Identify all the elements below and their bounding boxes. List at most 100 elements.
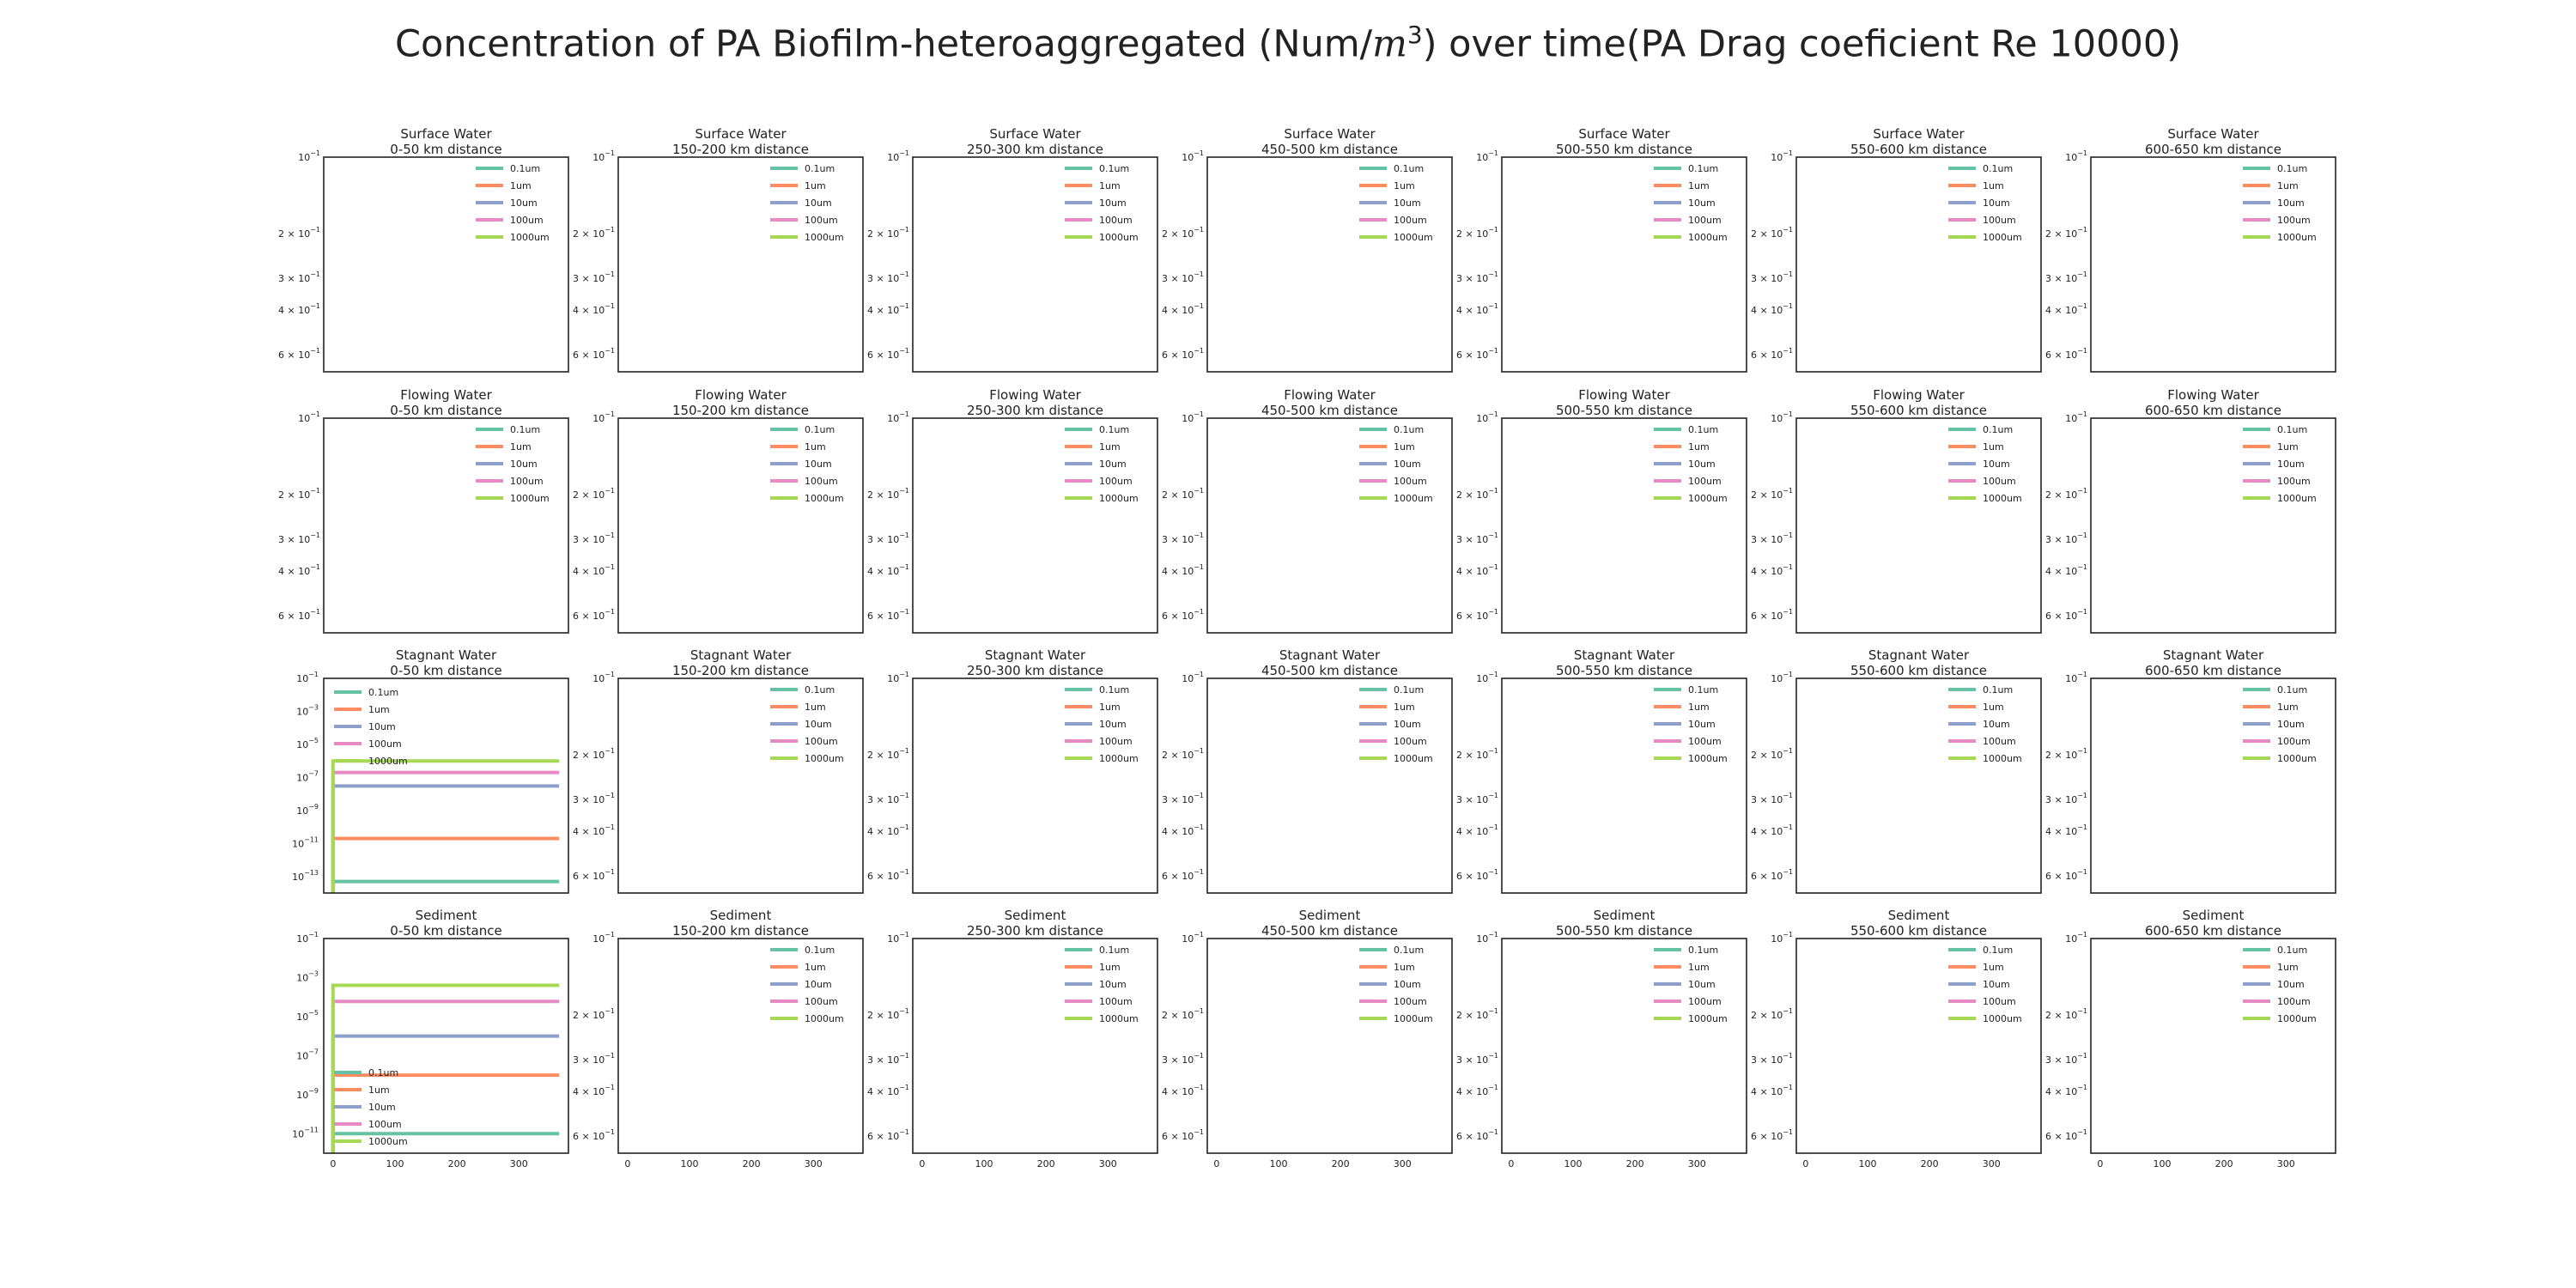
legend: 0.1um 1um 10um 100um 1000um [1948,424,2022,504]
y-tick-label: 6 × 10−1 [1751,608,1793,622]
series-line-1um [331,836,560,893]
subplot-title-distance: 250-300 km distance [967,142,1103,157]
legend-label-1000um: 1000um [1099,493,1139,504]
legend-label-1um: 1um [1099,180,1121,191]
axes-frame [1795,677,2042,894]
y-tick-label: 6 × 10−1 [573,347,615,361]
legend-label-0.1um: 0.1um [368,1067,398,1078]
legend-label-1000um: 1000um [1983,232,2022,243]
y-tick-label: 2 × 10−1 [2045,226,2087,240]
legend: 0.1um 1um 10um 100um 1000um [1065,163,1139,243]
y-tick-label: 10−1 [1771,410,1793,424]
x-tick-label: 100 [1269,1158,1287,1170]
subplot-title-distance: 150-200 km distance [672,663,809,678]
y-tick-label: 4 × 10−1 [2045,823,2087,837]
legend-label-100um: 100um [510,476,544,487]
x-tick-label: 300 [1983,1158,2001,1170]
legend-label-0.1um: 0.1um [510,424,540,435]
legend-label-10um: 10um [368,721,396,732]
y-tick-label: 10−9 [296,803,319,817]
legend: 0.1um 1um 10um 100um 1000um [770,424,844,504]
subplot-title-compartment: Sediment [2183,908,2245,923]
legend-label-100um: 100um [1099,996,1133,1007]
legend-label-0.1um: 0.1um [2277,945,2307,956]
subplot-title-compartment: Flowing Water [989,387,1081,403]
subplot-title-compartment: Flowing Water [1873,387,1965,403]
y-tick-label: 6 × 10−1 [1456,1128,1498,1142]
legend: 0.1um 1um 10um 100um 1000um [334,1067,408,1147]
legend-label-1000um: 1000um [1688,753,1728,764]
y-tick-label: 6 × 10−1 [573,608,615,622]
x-tick-label: 100 [2153,1158,2171,1170]
subplot-title-distance: 450-500 km distance [1261,142,1398,157]
axes-frame [2090,156,2336,373]
y-tick-label: 2 × 10−1 [573,1007,615,1021]
y-tick-label: 3 × 10−1 [1751,1052,1793,1066]
legend-label-10um: 10um [1394,979,1421,990]
subplot-title-compartment: Stagnant Water [2163,647,2264,663]
legend-label-1um: 1um [1688,962,1710,973]
legend-label-10um: 10um [1983,197,2010,209]
subplot-title-compartment: Sediment [416,908,477,923]
legend: 0.1um 1um 10um 100um 1000um [2243,424,2317,504]
legend-label-1um: 1um [1983,441,2004,453]
axes-frame [912,156,1158,373]
y-tick-label: 6 × 10−1 [867,1128,909,1142]
subplot-title-compartment: Sediment [1594,908,1656,923]
y-tick-label: 2 × 10−1 [1162,487,1204,501]
axes-frame [1795,938,2042,1154]
legend-label-0.1um: 0.1um [805,684,835,696]
legend-label-100um: 100um [805,996,838,1007]
legend-label-1000um: 1000um [1394,232,1433,243]
subplot-title-compartment: Flowing Water [400,387,492,403]
x-tick-label: 300 [1688,1158,1706,1170]
legend-label-100um: 100um [1099,215,1133,226]
x-tick-label: 200 [448,1158,466,1170]
legend-label-0.1um: 0.1um [2277,684,2307,696]
legend-label-1000um: 1000um [1688,232,1728,243]
y-tick-label: 2 × 10−1 [1162,226,1204,240]
y-tick-label: 2 × 10−1 [278,487,320,501]
legend-label-0.1um: 0.1um [368,687,398,698]
x-tick-label: 300 [805,1158,823,1170]
y-tick-label: 4 × 10−1 [573,823,615,837]
y-tick-label: 3 × 10−1 [278,270,320,284]
legend-label-0.1um: 0.1um [1394,945,1424,956]
y-tick-label: 10−1 [1771,671,1793,684]
y-tick-label: 10−1 [887,931,909,945]
legend-label-0.1um: 0.1um [1099,684,1129,696]
legend: 0.1um 1um 10um 100um 1000um [476,163,550,243]
legend: 0.1um 1um 10um 100um 1000um [1654,945,1728,1024]
legend-label-10um: 10um [805,719,832,730]
legend-label-1000um: 1000um [1394,1013,1433,1024]
figure-title: Concentration of PA Biofilm-heteroaggreg… [0,21,2576,65]
subplot-title-distance: 600-650 km distance [2145,142,2281,157]
y-tick-label: 3 × 10−1 [1751,270,1793,284]
y-tick-label: 10−5 [296,737,319,750]
y-tick-label: 2 × 10−1 [2045,1007,2087,1021]
y-tick-label: 6 × 10−1 [573,868,615,882]
legend-label-1um: 1um [805,962,826,973]
legend-label-1000um: 1000um [368,1136,408,1147]
y-tick-label: 4 × 10−1 [1456,563,1498,577]
y-tick-label: 10−1 [1182,671,1204,684]
legend-label-0.1um: 0.1um [1099,163,1129,174]
axes-frame [617,677,864,894]
y-tick-label: 4 × 10−1 [573,563,615,577]
legend-label-0.1um: 0.1um [1688,945,1718,956]
subplot-title-distance: 550-600 km distance [1850,403,1987,418]
y-tick-label: 10−7 [296,1048,319,1061]
legend-label-100um: 100um [1688,215,1722,226]
y-tick-label: 4 × 10−1 [1162,302,1204,316]
legend-label-1um: 1um [1099,962,1121,973]
subplot-title-distance: 500-550 km distance [1556,663,1692,678]
subplot-title-compartment: Sediment [1888,908,1950,923]
legend-label-10um: 10um [805,459,832,470]
figure-title-text-end: ) over time(PA Drag coeficient Re 10000) [1422,22,2181,66]
subplot-title-distance: 500-550 km distance [1556,142,1692,157]
